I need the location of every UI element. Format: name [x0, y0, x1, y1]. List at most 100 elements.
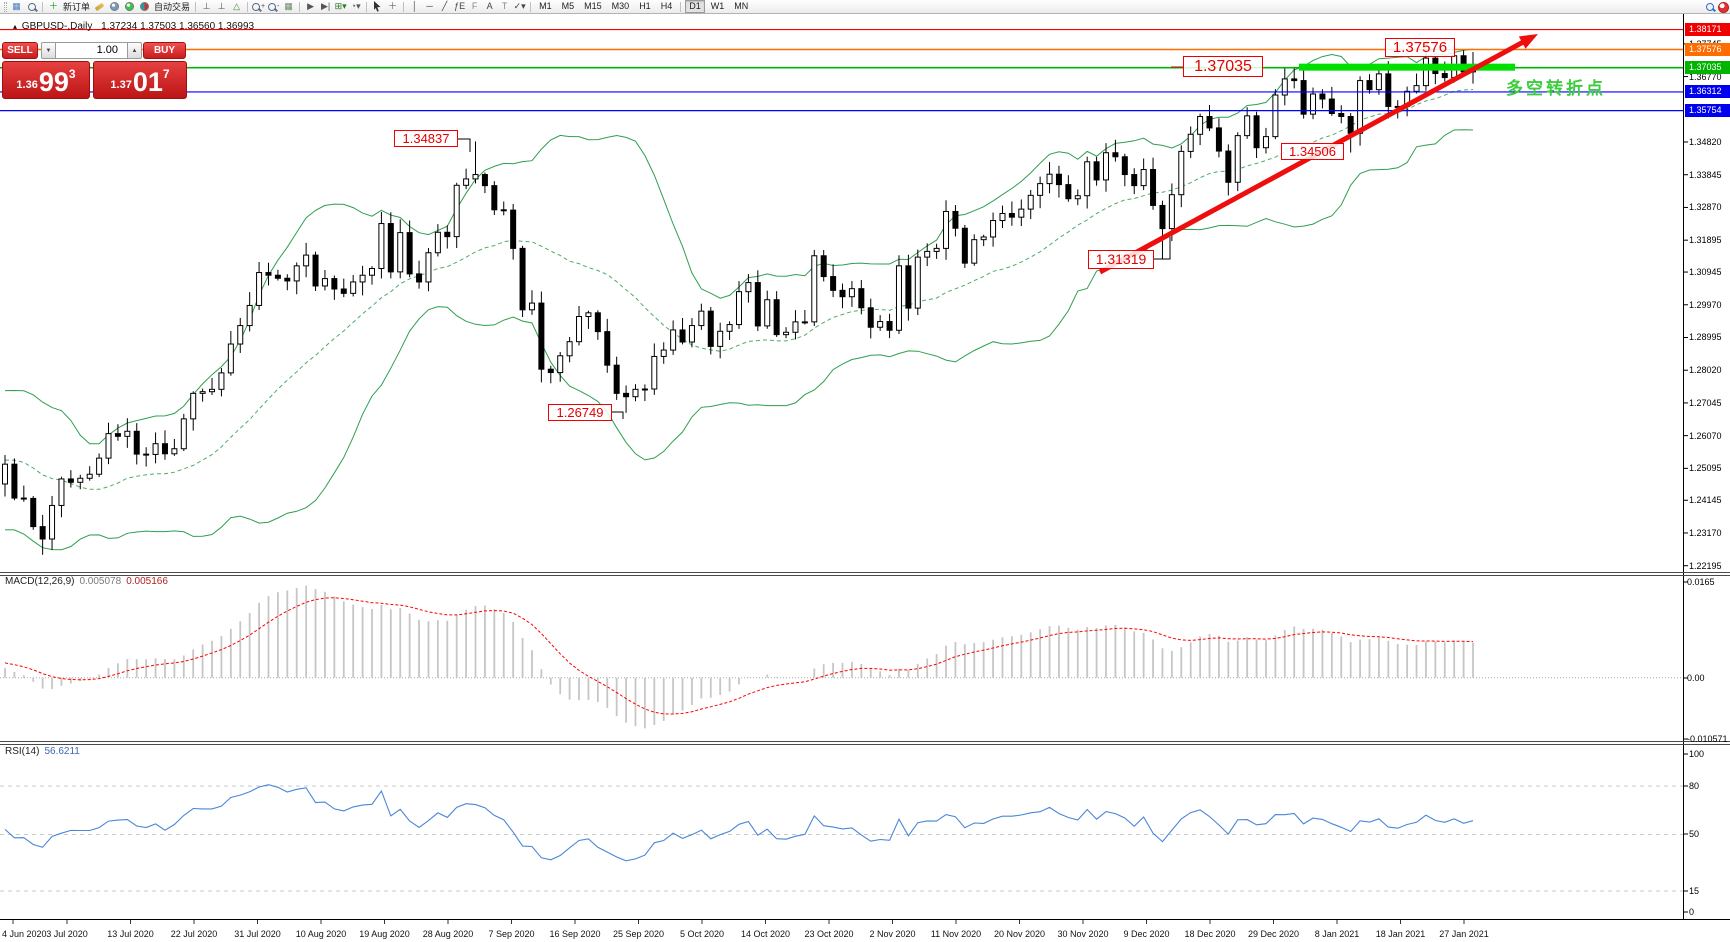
price-tick-1.28995: 1.28995: [1689, 332, 1722, 343]
toolbar-separator: [299, 1, 301, 12]
new-chart-icon[interactable]: ⊞▾: [334, 1, 347, 11]
macd-signal-line: [4, 597, 1474, 715]
sell-button[interactable]: SELL: [2, 42, 38, 59]
volume-decrease-button[interactable]: ▼: [41, 42, 56, 59]
timeframe-m5-button[interactable]: M5: [561, 1, 575, 11]
chart-window-icon[interactable]: ▦: [12, 1, 21, 11]
period-icon[interactable]: ◔▾: [350, 1, 361, 11]
signal-icon: [125, 2, 135, 11]
market-watch-icon: [27, 2, 36, 11]
price-tick-1.22195: 1.22195: [1689, 560, 1722, 571]
search-icon[interactable]: [1706, 3, 1714, 11]
signal-icon[interactable]: [123, 0, 136, 13]
toolbar-icons: ▦ ＋新订单 自动交易 ⊥ ⊥ △ + - ▦ ▶ ▶| ⊞▾ ◔▾ ＋ │ ─ ╱ ƒE F A T ✓▾: [9, 0, 534, 13]
chart-shift-icon[interactable]: ⊥: [202, 1, 211, 11]
date-label-23: 18 Jan 2021: [1375, 929, 1426, 939]
rsi-line: [4, 784, 1474, 862]
annotation-connector: [612, 411, 624, 419]
price-tick-1.36770: 1.36770: [1689, 71, 1722, 82]
macd-indicator-label: MACD(12,26,9) 0.005078 0.005166: [5, 576, 168, 587]
price-label-box-1.31319[interactable]: 1.31319: [1088, 250, 1154, 269]
autotrade-label[interactable]: 自动交易: [154, 2, 191, 12]
date-label-20: 18 Dec 2020: [1184, 929, 1236, 939]
trend-annotation-text[interactable]: 多空转折点: [1506, 79, 1606, 98]
annotation-connector: [1154, 237, 1171, 260]
timeframe-m15-button[interactable]: M15: [584, 1, 602, 11]
sell-price-big: 99: [38, 67, 69, 97]
zoom-in-icon-sign: +: [261, 3, 266, 10]
timeframe-d1-button[interactable]: D1: [685, 0, 705, 13]
rsi-tick-100: 100: [1689, 749, 1705, 759]
price-label-box-1.26749[interactable]: 1.26749: [548, 404, 612, 421]
rsi-indicator-label: RSI(14) 56.6211: [5, 746, 80, 757]
buy-price-box[interactable]: 1.37 01 7: [93, 61, 187, 99]
buy-price-prefix: 1.37: [110, 79, 132, 91]
macd-pane: [0, 585, 1683, 729]
timeframe-w1-button[interactable]: W1: [710, 1, 725, 11]
volume-increase-button[interactable]: ▲: [127, 42, 142, 59]
toolbar-separator: [403, 1, 405, 12]
macd-tick--0.010571: -0.010571: [1687, 734, 1728, 744]
tile-windows-icon[interactable]: ▦: [284, 1, 293, 11]
trendline-tool-icon[interactable]: ╱: [441, 1, 448, 11]
timeframe-h1-button[interactable]: H1: [639, 1, 651, 11]
expert-icon[interactable]: [108, 0, 121, 13]
zoom-in-icon[interactable]: +: [252, 0, 265, 13]
vline-tool-icon[interactable]: │: [411, 1, 418, 11]
hline-tool-icon[interactable]: ─: [426, 1, 433, 11]
gridlines: [0, 785, 1683, 892]
price-label-box-1.34506[interactable]: 1.34506: [1281, 143, 1344, 160]
price-tag-1.37576: 1.37576: [1685, 43, 1730, 56]
autoscroll-icon[interactable]: ⊥: [217, 1, 226, 11]
step-end-icon[interactable]: ▶|: [320, 1, 331, 11]
rsi-tick-0: 0: [1689, 907, 1695, 917]
cursor-icon[interactable]: [371, 0, 384, 13]
zoom-out-icon[interactable]: -: [267, 0, 280, 13]
timeframe-m1-button[interactable]: M1: [539, 1, 552, 11]
channel-tool-icon[interactable]: F: [471, 1, 478, 11]
new-order-label[interactable]: 新订单: [63, 2, 91, 12]
bollinger-lower-band: [4, 129, 1474, 551]
market-watch-icon[interactable]: [25, 0, 38, 13]
date-label-19: 9 Dec 2020: [1123, 929, 1170, 939]
step-forward-icon[interactable]: ▶: [307, 1, 315, 11]
timeframe-h4-button[interactable]: H4: [660, 1, 673, 11]
styler-broom-icon[interactable]: [93, 0, 106, 13]
date-label-17: 20 Nov 2020: [993, 929, 1046, 939]
date-label-12: 5 Oct 2020: [679, 929, 725, 939]
collapse-arrow-icon[interactable]: ▴: [13, 22, 18, 31]
date-label-16: 11 Nov 2020: [930, 929, 982, 939]
trend-arrow-head: [1518, 34, 1538, 49]
price-label-box-1.34837[interactable]: 1.34837: [394, 130, 458, 147]
label-tool-icon[interactable]: T: [501, 1, 508, 11]
rsi-tick-80: 80: [1689, 781, 1700, 791]
new-order-icon[interactable]: ＋: [48, 1, 58, 11]
help-sphere-icon[interactable]: [1718, 1, 1729, 13]
rsi-pane: [4, 784, 1474, 862]
arrows-tool-icon[interactable]: ✓▾: [513, 1, 526, 11]
toolbar-grip[interactable]: [4, 1, 7, 12]
price-label-box-1.37576[interactable]: 1.37576: [1385, 38, 1455, 57]
timeframe-mn-button[interactable]: MN: [734, 1, 749, 11]
volume-input[interactable]: 1.00: [56, 42, 127, 59]
crosshair-icon[interactable]: ＋: [388, 1, 398, 11]
toolbar-separator: [42, 1, 43, 12]
fibo-tool-icon[interactable]: ƒE: [454, 1, 466, 11]
toolbar-separator: [680, 1, 682, 12]
toolbar-separator: [247, 1, 249, 12]
buy-button[interactable]: BUY: [143, 42, 186, 59]
price-label-box-1.37035[interactable]: 1.37035: [1183, 56, 1263, 77]
rsi-tick-50: 50: [1689, 829, 1700, 839]
text-tool-icon[interactable]: A: [486, 1, 493, 11]
resistance-highlight-bar[interactable]: [1299, 63, 1515, 71]
price-tag-1.37035: 1.37035: [1685, 61, 1730, 75]
date-label-7: 19 Aug 2020: [359, 929, 410, 939]
sell-price-pip: 3: [68, 67, 76, 81]
autotrade-icon[interactable]: [138, 0, 151, 13]
toolbar-separator: [366, 1, 368, 12]
indicators-icon[interactable]: △: [233, 1, 240, 11]
price-tick-1.31895: 1.31895: [1689, 235, 1722, 246]
timeframe-m30-button[interactable]: M30: [611, 1, 630, 11]
sell-price-box[interactable]: 1.36 99 3: [2, 61, 90, 99]
